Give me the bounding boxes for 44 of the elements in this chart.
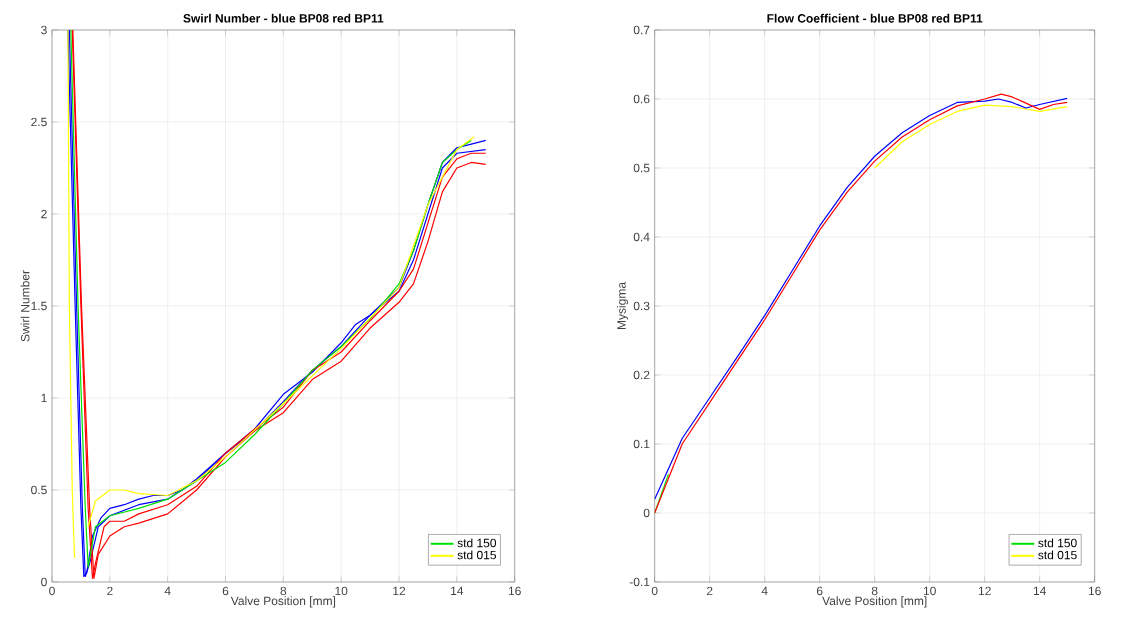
y-tick-label: 2.5 <box>31 117 47 127</box>
x-tick-label: 0 <box>651 586 658 596</box>
x-tick-label: 8 <box>280 586 287 596</box>
y-axis-title: Swirl Number <box>20 270 30 342</box>
legend-label: std 015 <box>1038 550 1077 560</box>
y-tick-label: 0.6 <box>633 94 650 104</box>
chart-title: Swirl Number - blue BP08 red BP11 <box>183 13 384 23</box>
y-tick-label: 1 <box>41 393 47 403</box>
y-tick-label: 0.2 <box>633 370 650 380</box>
y-tick-label: 2 <box>41 209 47 219</box>
x-tick-label: 14 <box>451 586 464 595</box>
x-tick-label: 6 <box>222 586 229 596</box>
x-tick-label: 12 <box>978 586 991 596</box>
legend-label: std 150 <box>457 538 497 548</box>
x-tick-label: 16 <box>508 586 521 596</box>
y-tick-label: 0 <box>643 508 650 518</box>
x-tick-label: 12 <box>393 586 406 596</box>
x-tick-label: 4 <box>164 586 171 595</box>
y-tick-label: 1.5 <box>31 301 47 311</box>
y-tick-label: 0.7 <box>633 25 650 35</box>
chart-title: Flow Coefficient - blue BP08 red BP11 <box>767 13 983 23</box>
x-tick-label: 14 <box>1033 586 1046 595</box>
x-axis-title: Valve Position [mm] <box>822 596 927 608</box>
y-tick-label: 0.5 <box>31 485 47 495</box>
x-tick-label: 6 <box>816 586 823 596</box>
y-tick-label: 3 <box>41 25 47 35</box>
y-tick-label: 0.1 <box>633 439 650 449</box>
y-axis-title: Mysigma <box>616 282 629 330</box>
x-tick-label: 0 <box>49 586 55 596</box>
x-tick-label: 10 <box>335 586 348 596</box>
x-tick-label: 10 <box>923 586 936 596</box>
legend-label: std 150 <box>1038 538 1077 548</box>
x-axis-title: Valve Position [mm] <box>230 596 336 608</box>
y-tick-label: 0.4 <box>633 232 650 242</box>
x-tick-label: 8 <box>871 586 878 596</box>
y-tick-label: 0 <box>41 577 47 587</box>
x-tick-label: 2 <box>107 586 113 596</box>
x-tick-label: 4 <box>761 586 768 595</box>
x-tick-label: 2 <box>706 586 713 596</box>
legend-label: std 015 <box>457 550 497 560</box>
y-tick-label: -0.1 <box>629 577 650 587</box>
y-tick-label: 0.3 <box>633 301 650 311</box>
x-tick-label: 16 <box>1088 586 1101 596</box>
y-tick-label: 0.5 <box>633 163 650 173</box>
